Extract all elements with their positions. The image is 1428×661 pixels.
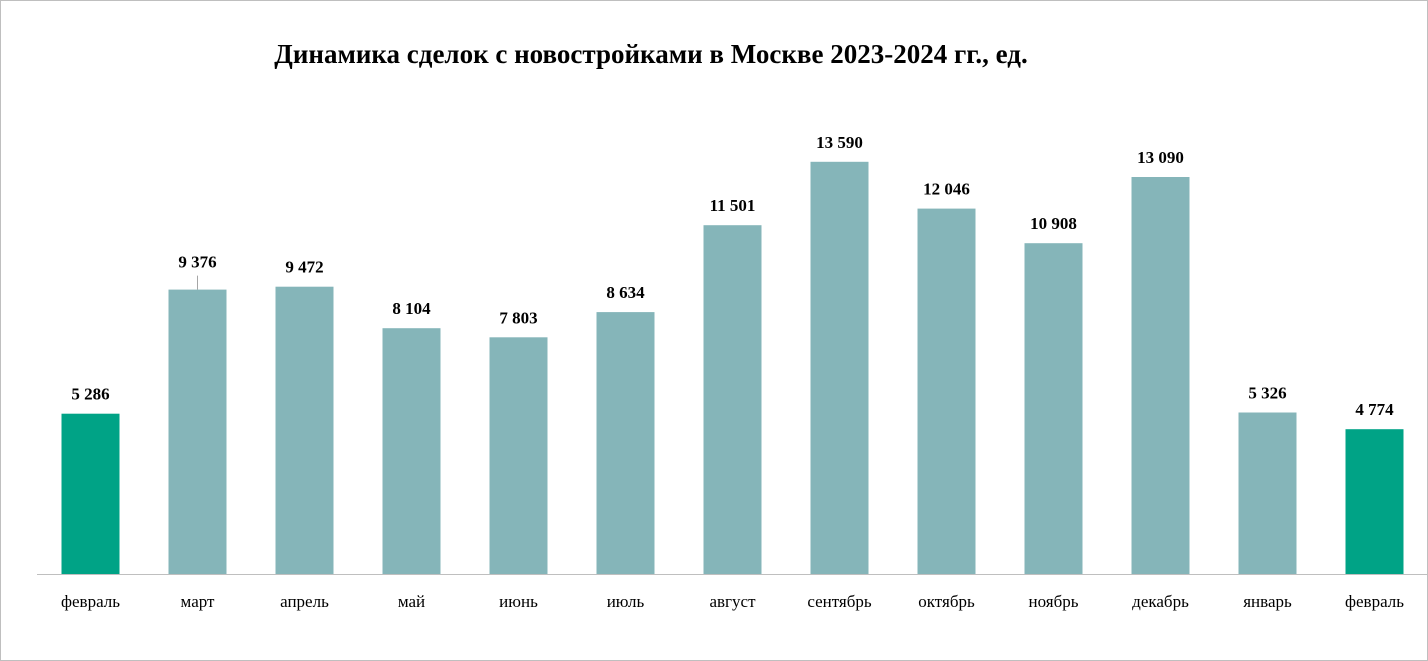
category-label-4: июнь [499,592,538,611]
category-label-6: август [709,592,756,611]
category-label-10: декабрь [1132,592,1189,611]
data-label-1: 9 376 [178,253,216,272]
bar-3 [382,328,441,574]
bar-2 [275,286,334,574]
bar-1 [168,289,227,574]
data-label-2: 9 472 [285,258,323,277]
category-label-1: март [181,592,215,611]
data-label-7: 13 590 [816,133,863,152]
bar-10 [1131,177,1190,574]
bar-7 [810,161,869,575]
category-label-9: ноябрь [1029,592,1079,611]
data-label-6: 11 501 [710,196,756,215]
data-label-8: 12 046 [923,180,970,199]
bar-0 [61,413,120,574]
bar-5 [596,312,655,574]
data-label-5: 8 634 [606,283,645,302]
data-label-11: 5 326 [1248,384,1286,403]
data-label-10: 13 090 [1137,148,1184,167]
category-label-3: май [398,592,425,611]
bar-12 [1345,429,1404,574]
category-label-7: сентябрь [807,592,872,611]
data-label-3: 8 104 [392,299,431,318]
category-label-5: июль [607,592,645,611]
data-label-4: 7 803 [499,308,537,327]
category-label-11: январь [1243,592,1292,611]
bar-4 [489,337,548,574]
category-label-0: февраль [61,592,120,611]
bar-9 [1024,243,1083,574]
data-label-0: 5 286 [71,385,109,404]
chart-title: Динамика сделок с новостройками в Москве… [274,39,1028,69]
bar-11 [1238,412,1297,574]
data-label-12: 4 774 [1355,400,1394,419]
bar-6 [703,225,762,574]
category-label-2: апрель [280,592,329,611]
data-label-9: 10 908 [1030,214,1077,233]
category-label-12: февраль [1345,592,1404,611]
category-label-8: октябрь [918,592,975,611]
bar-8 [917,208,976,574]
